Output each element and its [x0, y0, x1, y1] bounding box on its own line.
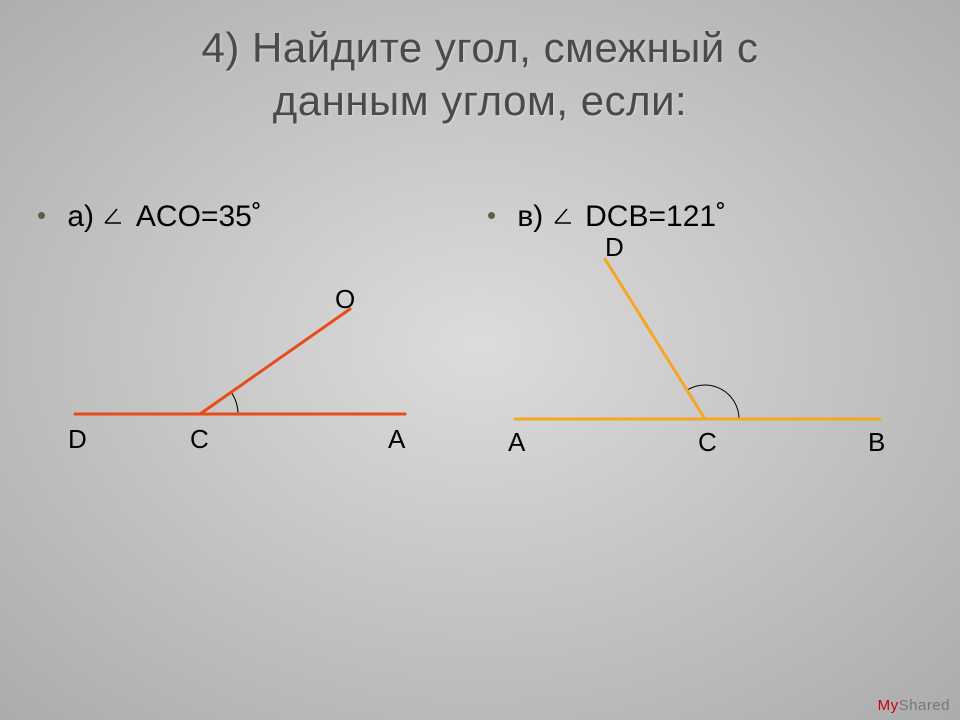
- point-label-C: C: [698, 427, 717, 458]
- problem-v: в) DCB=121˚ A C B D: [480, 200, 930, 474]
- point-label-O: O: [335, 284, 355, 315]
- slide-title: 4) Найдите угол, смежный с данным углом,…: [0, 22, 960, 127]
- problem-v-label: в) DCB=121˚: [480, 200, 930, 234]
- problem-v-prefix: в): [517, 200, 543, 233]
- watermark: MyShared: [878, 697, 950, 714]
- problem-a-prefix: а): [67, 200, 94, 233]
- point-label-D: D: [605, 232, 624, 263]
- point-label-B: B: [868, 427, 885, 458]
- problem-a-angle-name: ACO: [136, 200, 201, 233]
- problem-a: а) ACO=35˚ D C A O: [30, 200, 480, 474]
- problem-a-label: а) ACO=35˚: [30, 200, 480, 234]
- point-label-A: A: [388, 424, 405, 455]
- title-line-1: 4) Найдите угол, смежный с: [202, 24, 759, 71]
- problem-v-angle-name: DCB: [585, 200, 648, 233]
- title-line-2: данным углом, если:: [273, 77, 687, 124]
- point-label-A: A: [508, 427, 525, 458]
- angle-icon: [102, 202, 132, 232]
- angle-icon: [552, 202, 582, 232]
- problem-a-angle-value: 35˚: [218, 200, 261, 233]
- slide-content: 4) Найдите угол, смежный с данным углом,…: [0, 0, 960, 720]
- watermark-my: My: [878, 697, 899, 714]
- bullet-icon: [488, 212, 495, 219]
- point-label-D: D: [68, 424, 87, 455]
- bullet-icon: [38, 212, 45, 219]
- diagram-v: ACBD: [480, 244, 900, 474]
- point-label-C: C: [190, 424, 209, 455]
- problem-v-angle-value: 121˚: [666, 200, 726, 233]
- watermark-shared: Shared: [899, 697, 950, 714]
- problems-row: а) ACO=35˚ D C A O в) DCB=121˚: [30, 200, 930, 474]
- diagram-a: D C A O: [30, 274, 430, 474]
